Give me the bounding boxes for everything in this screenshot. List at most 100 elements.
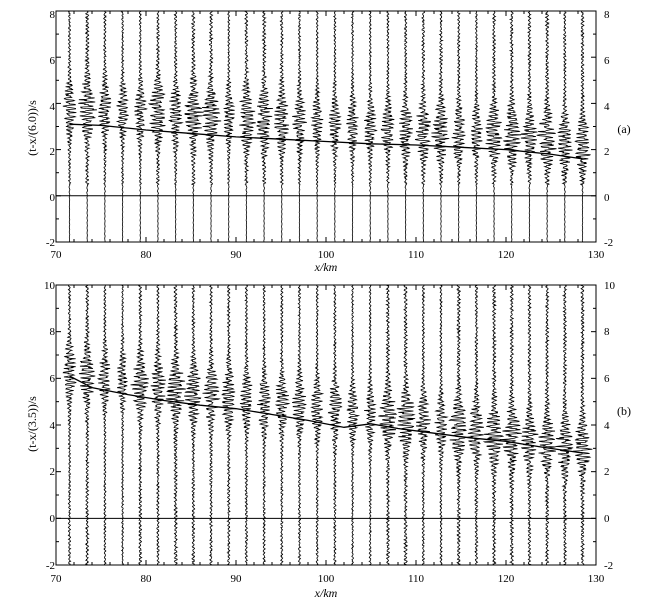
panel-a-x-tick: 120: [498, 249, 515, 261]
seismic-trace: [310, 10, 324, 243]
seismic-trace: [239, 284, 253, 566]
panel-b: -2 0 2 4 6 8 10 -2 0 2 4 6 8 10 70 80 90…: [25, 280, 631, 600]
panel-a-x-tick: 130: [588, 249, 605, 261]
seismic-trace: [62, 284, 77, 566]
seismic-trace: [555, 284, 574, 566]
panel-a-y-tick: -2: [46, 237, 55, 249]
seismic-trace: [78, 10, 98, 243]
seismic-trace: [202, 284, 221, 566]
seismic-trace: [223, 10, 236, 243]
seismic-trace: [414, 10, 432, 243]
seismic-trace: [221, 284, 236, 566]
panel-a-traces: [62, 10, 591, 243]
seismic-trace: [557, 10, 573, 243]
panel-b-y-tick-right: 6: [604, 373, 610, 385]
panel-b-y-tick: 2: [50, 466, 56, 478]
panel-b-y-tick: 10: [44, 280, 56, 292]
seismic-trace: [165, 284, 186, 566]
seismic-trace: [238, 10, 256, 243]
seismic-trace: [503, 10, 522, 243]
panel-a-y-tick: 2: [50, 146, 56, 158]
panel-a-x-tick: 80: [141, 249, 153, 261]
panel-b-y-tick-right: -2: [604, 560, 613, 572]
seismic-trace: [184, 284, 202, 566]
seismic-trace: [398, 10, 414, 243]
panel-b-y-tick: 0: [50, 513, 56, 525]
seismic-trace: [168, 10, 184, 243]
panel-a-y-tick-right: 0: [604, 192, 610, 204]
panel-b-y-tick-right: 0: [604, 513, 610, 525]
panel-a-y-tick-right: 4: [604, 101, 610, 113]
panel-a-travel-time-curve: [69, 123, 583, 160]
panel-a-y-tick: 4: [50, 101, 56, 113]
seismic-trace: [520, 10, 538, 243]
seismic-trace: [467, 284, 484, 566]
seismic-trace: [115, 10, 129, 243]
panel-b-x-tick: 120: [498, 573, 515, 585]
panel-b-y-tick-right: 4: [604, 420, 610, 432]
seismic-trace: [431, 10, 450, 243]
panel-b-x-tick: 80: [141, 573, 153, 585]
panel-a-tick-marks: [55, 10, 597, 243]
seismic-trace: [501, 284, 522, 566]
seismic-trace: [520, 284, 539, 566]
panel-b-y-axis-label: (t-x/(3.5))/s: [25, 396, 39, 452]
panel-a-y-axis-label: (t-x/(6.0))/s: [25, 100, 39, 156]
panel-b-x-tick: 130: [588, 573, 605, 585]
panel-a: -2 0 2 4 6 8 -2 0 2 4 6 8 70 80 90 100 1…: [25, 9, 631, 274]
panel-a-y-tick: 0: [50, 192, 56, 204]
seismic-trace: [130, 284, 150, 566]
panel-b-y-tick: -2: [46, 560, 55, 572]
seismic-trace: [572, 284, 593, 566]
panel-a-label: (a): [617, 122, 630, 136]
panel-b-y-tick: 4: [50, 420, 56, 432]
panel-a-y-tick-right: 6: [604, 55, 610, 67]
seismic-trace: [485, 10, 503, 243]
panel-b-y-tick-right: 8: [604, 326, 610, 338]
panel-b-tick-marks: [55, 284, 597, 566]
panel-a-y-tick-right: -2: [604, 237, 613, 249]
seismic-trace: [256, 284, 272, 566]
panel-b-y-tick-right: 10: [604, 280, 616, 292]
panel-a-x-axis-label: x/km: [314, 260, 338, 274]
seismic-trace: [274, 10, 290, 243]
seismic-trace: [96, 284, 111, 566]
seismic-trace: [538, 284, 556, 566]
seismic-trace: [574, 10, 591, 243]
panel-a-y-tick: 8: [50, 9, 56, 21]
seismic-trace: [482, 284, 505, 566]
seismic-trace: [434, 284, 449, 566]
seismic-trace: [451, 10, 467, 243]
seismic-trace: [346, 284, 361, 566]
seismic-trace: [310, 284, 325, 566]
panel-b-y-tick: 8: [50, 326, 56, 338]
seismic-trace: [147, 10, 166, 243]
seismic-trace: [78, 284, 96, 565]
seismic-trace: [396, 284, 416, 566]
panel-b-travel-time-curve: [69, 375, 583, 454]
seismic-trace: [536, 10, 557, 243]
seismic-trace: [150, 284, 166, 566]
seismic-trace: [116, 284, 128, 566]
seismic-trace: [291, 284, 307, 566]
panel-b-x-tick: 100: [318, 573, 335, 585]
seismic-trace: [292, 10, 307, 243]
seismic-trace: [201, 10, 222, 243]
panel-a-y-tick-right: 2: [604, 146, 610, 158]
seismic-trace: [470, 10, 483, 243]
panel-a-y-tick: 6: [50, 55, 56, 67]
panel-b-x-axis-label: x/km: [314, 586, 338, 600]
seismic-trace: [416, 284, 431, 566]
panel-a-x-tick: 110: [408, 249, 425, 261]
seismic-trace: [346, 10, 359, 243]
panel-b-x-tick: 90: [231, 573, 243, 585]
seismic-trace: [380, 10, 395, 243]
seismic-trace: [448, 284, 467, 566]
panel-a-x-tick: 70: [51, 249, 63, 261]
seismic-trace: [134, 10, 148, 243]
panel-b-y-tick: 6: [50, 373, 56, 385]
panel-b-label: (b): [617, 404, 631, 418]
panel-b-y-tick-right: 2: [604, 466, 610, 478]
panel-b-x-tick: 70: [51, 573, 63, 585]
